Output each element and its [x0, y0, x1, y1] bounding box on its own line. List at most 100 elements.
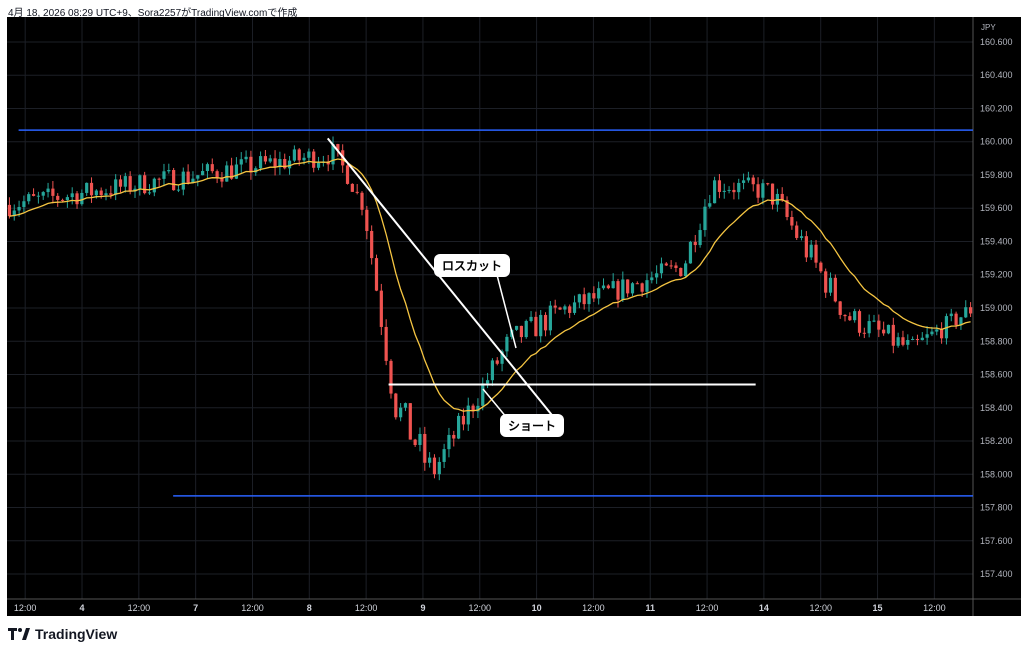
candle-body [626, 279, 630, 294]
candle-body [930, 331, 934, 335]
candle-body [22, 201, 26, 207]
candle-body [688, 241, 693, 264]
price-tick-label: 157.800 [980, 503, 1013, 513]
candle-body [563, 306, 567, 310]
time-tick-label: 12:00 [923, 603, 946, 613]
candle-body [85, 182, 89, 193]
candle-body [220, 178, 224, 182]
candle-body [828, 277, 833, 293]
candle-body [403, 403, 408, 408]
candle-body [799, 236, 804, 238]
candle-body [959, 317, 963, 326]
candle-body [582, 294, 586, 305]
candle-body [872, 320, 876, 322]
price-tick-label: 158.200 [980, 436, 1013, 446]
candle-body [46, 188, 50, 193]
time-tick-label: 12:00 [696, 603, 719, 613]
candle-body [838, 301, 842, 315]
candle-body [534, 316, 538, 337]
candle-body [283, 158, 287, 169]
candle-body [737, 182, 741, 193]
candle-body [89, 182, 94, 196]
candle-body [592, 293, 596, 299]
candle-body [399, 407, 403, 418]
candle-body [128, 176, 132, 192]
candlestick-chart[interactable]: 160.600 160.400 160.200 160.000 159.800 159.6… [7, 17, 1021, 616]
candle-body [51, 188, 55, 196]
candle-body [316, 162, 321, 168]
candle-body [756, 184, 760, 198]
time-tick-label: 12:00 [241, 603, 264, 613]
candle-body [36, 195, 40, 197]
brand-logo[interactable]: TradingView [8, 626, 117, 642]
candle-body [886, 324, 891, 334]
candle-body [722, 190, 726, 192]
candle-body [819, 262, 823, 272]
candle-body [374, 258, 379, 291]
candle-body [577, 294, 581, 303]
candle-body [408, 403, 412, 440]
candle-body [514, 325, 519, 330]
time-tick-label: 7 [193, 603, 198, 613]
short-callout: ショート [500, 414, 565, 437]
candle-body [147, 192, 152, 194]
candle-body [505, 336, 509, 352]
candle-body [370, 230, 374, 259]
candle-body [302, 157, 306, 161]
candle-body [485, 380, 490, 384]
moving-average-line [9, 158, 971, 412]
candle-body [717, 180, 722, 192]
time-tick-label: 4 [79, 603, 84, 613]
candle-body [273, 158, 277, 168]
candle-body [432, 457, 437, 475]
candle-body [172, 170, 176, 191]
candle-body [365, 209, 369, 231]
candle-body [597, 288, 601, 299]
chart-area[interactable]: 160.600 160.400 160.200 160.000 159.800 159.6… [7, 17, 1021, 616]
candle-body [877, 320, 881, 330]
candle-body [461, 415, 466, 425]
candle-body [428, 457, 432, 463]
candle-body [940, 329, 944, 339]
candle-body [31, 194, 36, 196]
candle-body [553, 305, 557, 308]
time-tick-label: 12:00 [128, 603, 151, 613]
candle-body [606, 285, 610, 289]
candle-body [336, 144, 340, 151]
candle-body [394, 393, 398, 418]
price-tick-label: 158.400 [980, 403, 1013, 413]
price-tick-label: 160.600 [980, 37, 1013, 47]
candle-body [968, 307, 973, 314]
candle-body [882, 329, 886, 334]
candle-body [785, 200, 789, 218]
candle-body [635, 283, 639, 285]
candle-body [152, 178, 156, 193]
candle-body [297, 149, 301, 161]
candle-body [234, 164, 239, 179]
candle-body [476, 405, 480, 412]
candle-body [804, 236, 808, 258]
candle-body [210, 164, 214, 172]
price-tick-label: 159.200 [980, 270, 1013, 280]
candle-body [630, 283, 635, 294]
candle-body [693, 241, 697, 246]
candle-body [60, 199, 65, 201]
candle-body [906, 339, 910, 345]
candle-body [157, 178, 161, 180]
candle-body [867, 321, 871, 334]
candle-body [114, 179, 118, 195]
candle-body [650, 277, 654, 281]
price-tick-label: 157.400 [980, 569, 1013, 579]
candle-body [41, 192, 45, 196]
candle-body [954, 313, 958, 326]
candle-body [481, 383, 485, 406]
candle-body [181, 171, 185, 190]
candle-body [80, 192, 84, 205]
candle-body [466, 405, 470, 425]
candle-body [621, 279, 625, 300]
candle-body [698, 230, 702, 246]
candle-body [587, 293, 591, 305]
candle-body [659, 263, 664, 274]
candle-body [287, 160, 292, 169]
candle-body [229, 165, 234, 179]
